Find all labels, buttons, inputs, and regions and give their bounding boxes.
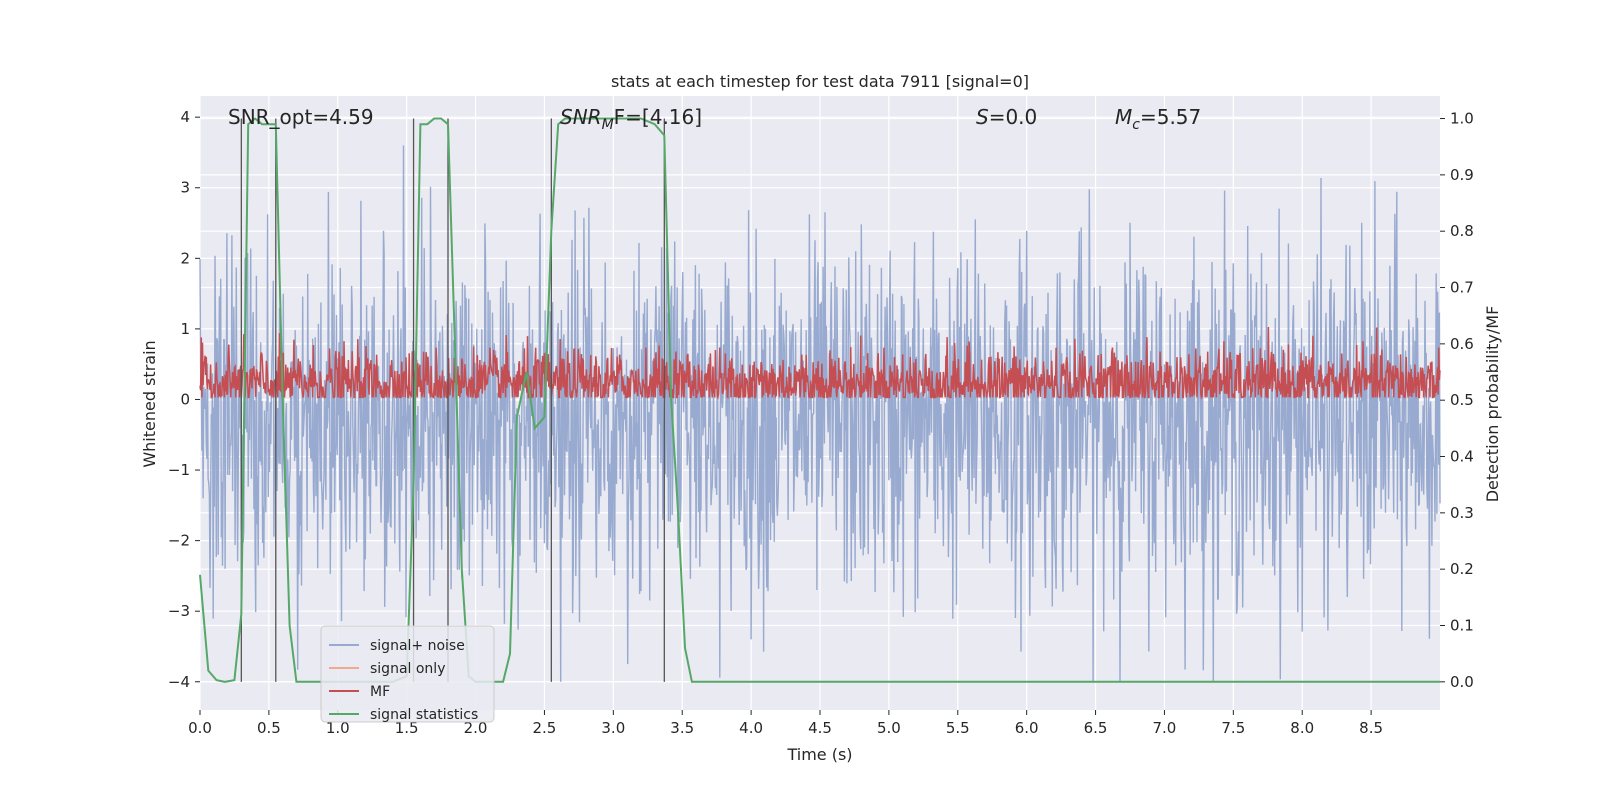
- x-tick-label: 3.5: [670, 719, 694, 737]
- y-left-tick-label: 4: [180, 108, 190, 126]
- series-signal-statistics: [199, 117, 1440, 683]
- y-left-tick-label: −4: [168, 673, 190, 691]
- annotation-snr-opt: SNR_opt=4.59: [228, 105, 374, 129]
- x-tick-label: 3.0: [601, 719, 625, 737]
- annotation-s-main: S: [976, 105, 989, 129]
- y-left-tick-label: −1: [168, 461, 190, 479]
- series-signal-noise: [199, 145, 1441, 682]
- legend-label: MF: [370, 684, 390, 700]
- vertical-markers: [240, 118, 665, 682]
- x-tick-label: 0.5: [257, 719, 281, 737]
- legend-box: [320, 625, 495, 723]
- y-left-tick-label: 0: [180, 390, 190, 408]
- y-right-tick-label: 0.5: [1450, 391, 1474, 409]
- chart-title: stats at each timestep for test data 791…: [611, 72, 1029, 91]
- axis-ticks: 0.0 0.5 1.0 1.5 2.0 2.5 3.0 3.5 4.0 4.5 5.0 5.5 6.0 6…: [168, 108, 1474, 737]
- y-right-tick-label: 0.2: [1450, 560, 1474, 578]
- y-left-tick-label: 2: [180, 249, 190, 267]
- y-right-tick-label: 0.9: [1450, 166, 1474, 184]
- annotation-mc-rest: =5.57: [1140, 105, 1201, 129]
- legend-label: signal statistics: [370, 707, 478, 723]
- annotation-snr-mf-main: SNR: [560, 105, 602, 129]
- x-tick-label: 1.5: [395, 719, 419, 737]
- y-left-tick-label: 1: [180, 320, 190, 338]
- legend-label: signal only: [370, 661, 445, 677]
- x-tick-label: 8.0: [1290, 719, 1314, 737]
- x-tick-label: 2.0: [464, 719, 488, 737]
- annotation-mc: Mc=5.57: [1115, 105, 1201, 133]
- y-right-tick-label: 0.8: [1450, 222, 1474, 240]
- x-tick-label: 1.0: [326, 719, 350, 737]
- annotation-mc-sub: c: [1132, 117, 1140, 133]
- signal-noise-line: [199, 145, 1441, 682]
- x-tick-label: 5.0: [877, 719, 901, 737]
- x-tick-label: 4.5: [808, 719, 832, 737]
- y-right-tick-label: 0.3: [1450, 504, 1474, 522]
- x-tick-label: 4.0: [739, 719, 763, 737]
- y-axis-label-left: Whitened strain: [140, 340, 159, 467]
- y-axis-label-right: Detection probability/MF: [1483, 306, 1502, 503]
- annotation-snr-mf: SNRMF=[4.16]: [560, 105, 702, 133]
- mf-line: [199, 326, 1441, 401]
- x-tick-label: 7.0: [1153, 719, 1177, 737]
- x-tick-label: 8.5: [1359, 719, 1383, 737]
- annotation-snr-mf-rest: F=[4.16]: [614, 105, 702, 129]
- y-left-tick-label: −3: [168, 602, 190, 620]
- y-right-tick-label: 1.0: [1450, 110, 1474, 128]
- legend: signal+ noise signal only MF signal statist…: [320, 625, 495, 723]
- x-tick-label: 6.5: [1084, 719, 1108, 737]
- x-tick-label: 0.0: [188, 719, 212, 737]
- y-right-tick-label: 0.6: [1450, 335, 1474, 353]
- x-tick-label: 2.5: [533, 719, 557, 737]
- y-right-tick-label: 0.0: [1450, 673, 1474, 691]
- series-mf: [199, 326, 1441, 401]
- x-tick-label: 5.5: [946, 719, 970, 737]
- annotation-mc-main: M: [1115, 105, 1132, 129]
- y-left-tick-label: 3: [180, 179, 190, 197]
- annotation-s-rest: =0.0: [989, 105, 1038, 129]
- x-tick-label: 7.5: [1221, 719, 1245, 737]
- legend-label: signal+ noise: [370, 638, 465, 654]
- x-axis-label: Time (s): [786, 745, 852, 764]
- y-left-tick-label: −2: [168, 532, 190, 550]
- signal-statistics-line: [199, 117, 1440, 683]
- y-right-tick-label: 0.4: [1450, 448, 1474, 466]
- annotation-snr-mf-sub: M: [602, 117, 614, 133]
- y-right-tick-label: 0.1: [1450, 617, 1474, 635]
- x-tick-label: 6.0: [1015, 719, 1039, 737]
- y-right-tick-label: 0.7: [1450, 279, 1474, 297]
- annotation-s: S=0.0: [976, 105, 1037, 129]
